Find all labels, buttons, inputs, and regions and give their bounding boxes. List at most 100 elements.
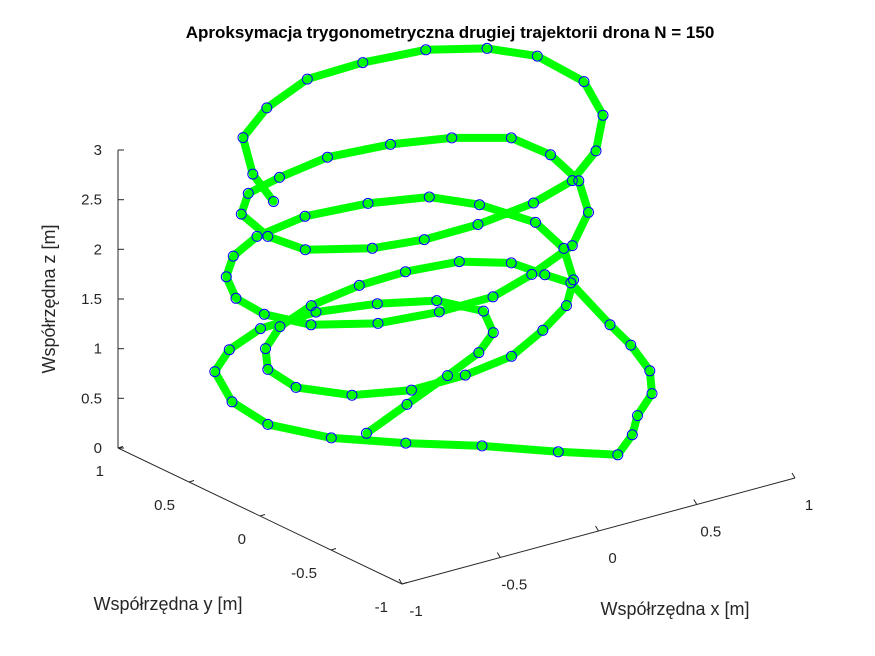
data-point-marker bbox=[258, 308, 270, 320]
data-point-marker bbox=[353, 279, 365, 291]
data-point-marker bbox=[487, 327, 499, 339]
x-tick-mark bbox=[496, 552, 501, 558]
trajectory-series bbox=[209, 42, 658, 461]
data-point-marker bbox=[262, 418, 274, 430]
data-point-marker bbox=[612, 449, 624, 461]
data-point-marker bbox=[625, 339, 637, 351]
data-point-marker bbox=[400, 266, 411, 278]
data-point-marker bbox=[644, 365, 656, 377]
x-tick-label: 0 bbox=[608, 550, 616, 567]
data-point-marker bbox=[237, 132, 249, 144]
y-tick-label: 1 bbox=[96, 463, 104, 480]
z-tick-label: 1.5 bbox=[81, 291, 102, 308]
y-tick-mark bbox=[330, 548, 337, 551]
data-point-marker bbox=[578, 76, 590, 88]
data-point-marker bbox=[400, 437, 412, 449]
data-point-marker bbox=[453, 256, 465, 268]
data-point-marker bbox=[299, 210, 311, 222]
data-point-marker bbox=[505, 257, 517, 269]
data-point-marker bbox=[418, 234, 430, 246]
data-point-marker bbox=[539, 269, 551, 281]
data-point-marker bbox=[505, 132, 517, 144]
data-point-marker bbox=[401, 398, 413, 410]
data-point-marker bbox=[268, 196, 279, 207]
x-tick-label: 0.5 bbox=[700, 524, 721, 541]
data-point-marker bbox=[247, 168, 259, 180]
data-point-marker bbox=[474, 199, 485, 211]
data-point-marker bbox=[537, 324, 549, 336]
data-point-marker bbox=[325, 432, 337, 444]
data-point-marker bbox=[545, 149, 556, 161]
data-point-marker bbox=[487, 291, 499, 303]
data-point-marker bbox=[433, 306, 445, 318]
data-point-marker bbox=[255, 323, 266, 335]
y-tick-label: -1 bbox=[375, 599, 388, 616]
data-point-marker bbox=[262, 230, 274, 242]
x-tick-label: -1 bbox=[409, 603, 422, 620]
data-point-marker bbox=[226, 396, 238, 408]
data-point-marker bbox=[274, 171, 285, 183]
z-tick-label: 0 bbox=[94, 440, 102, 457]
y-axis-label: Współrzędna y [m] bbox=[93, 594, 242, 614]
data-point-marker bbox=[506, 350, 517, 362]
data-point-marker bbox=[646, 388, 658, 400]
data-point-marker bbox=[431, 295, 443, 307]
z-tick-label: 3 bbox=[94, 142, 102, 159]
data-point-marker bbox=[357, 57, 369, 69]
data-point-marker bbox=[230, 292, 242, 304]
data-point-marker bbox=[366, 242, 378, 254]
data-point-marker bbox=[626, 429, 638, 441]
data-point-marker bbox=[227, 250, 239, 262]
z-tick-label: 1 bbox=[94, 341, 102, 358]
z-tick-label: 0.5 bbox=[81, 390, 102, 407]
data-point-marker bbox=[552, 446, 564, 458]
data-point-marker bbox=[251, 230, 263, 242]
tick-labels: 0 0.5 1 1.5 2 2.5 3 -1 -0.5 0 0.5 1 -1 -0.5 0 0.5 1 bbox=[81, 142, 813, 620]
data-point-marker bbox=[561, 300, 572, 312]
data-point-marker bbox=[235, 208, 247, 220]
data-point-marker bbox=[481, 42, 493, 54]
data-point-marker bbox=[361, 427, 372, 439]
data-point-marker bbox=[274, 321, 286, 333]
data-point-marker bbox=[290, 381, 302, 393]
data-point-marker bbox=[322, 151, 333, 163]
data-point-marker bbox=[528, 197, 539, 209]
data-point-marker bbox=[209, 366, 221, 378]
data-point-marker bbox=[590, 145, 602, 157]
data-point-marker bbox=[558, 242, 570, 254]
data-point-marker bbox=[530, 216, 541, 228]
data-point-marker bbox=[261, 102, 273, 114]
x-tick-mark bbox=[791, 472, 796, 479]
z-tick-label: 2.5 bbox=[81, 192, 102, 209]
data-point-marker bbox=[362, 197, 374, 209]
data-point-marker bbox=[632, 410, 643, 422]
y-tick-mark bbox=[117, 446, 124, 449]
data-point-marker bbox=[583, 206, 594, 218]
data-point-marker bbox=[476, 440, 488, 452]
data-point-marker bbox=[478, 305, 489, 317]
x-tick-label: -0.5 bbox=[501, 577, 527, 594]
z-tick-label: 2 bbox=[94, 241, 102, 258]
data-point-marker bbox=[305, 319, 317, 331]
series-line bbox=[210, 44, 656, 459]
data-point-marker bbox=[223, 344, 235, 356]
data-point-marker bbox=[573, 175, 585, 187]
y-tick-label: 0 bbox=[238, 531, 246, 548]
x-tick-mark bbox=[398, 578, 403, 585]
data-point-marker bbox=[346, 389, 358, 401]
data-point-marker bbox=[420, 44, 432, 56]
data-point-marker bbox=[565, 277, 577, 289]
data-point-marker bbox=[406, 384, 417, 396]
data-point-marker bbox=[299, 244, 311, 256]
data-point-marker bbox=[305, 300, 317, 312]
x-tick-mark bbox=[595, 525, 599, 532]
x-axis-label: Współrzędna x [m] bbox=[600, 599, 749, 619]
data-point-marker bbox=[442, 370, 453, 382]
data-point-marker bbox=[262, 363, 274, 375]
y-tick-mark bbox=[259, 514, 266, 517]
y-tick-label: -0.5 bbox=[291, 565, 317, 582]
data-point-marker bbox=[568, 274, 579, 286]
data-point-marker bbox=[423, 191, 435, 203]
z-axis-label: Współrzędna z [m] bbox=[39, 224, 59, 373]
